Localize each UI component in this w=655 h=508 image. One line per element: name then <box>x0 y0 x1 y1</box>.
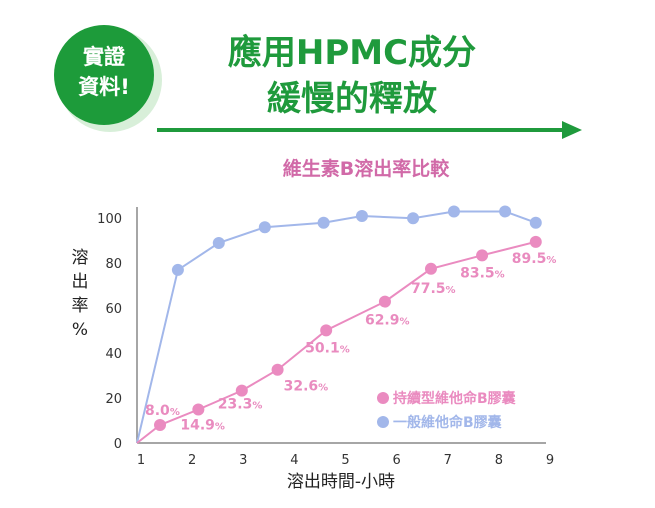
data-point <box>424 262 437 275</box>
x-tick-labels: 1 2 3 4 5 6 7 8 9 <box>137 453 554 468</box>
data-label: 83.5% <box>460 265 505 281</box>
x-tick-label: 7 <box>444 453 452 468</box>
x-tick-label: 3 <box>239 453 247 468</box>
data-point <box>258 221 271 234</box>
data-point <box>235 384 248 397</box>
data-label: 62.9% <box>365 313 410 329</box>
badge-line-1: 實證 <box>83 45 126 69</box>
legend-label-regular: 一般維他命B膠囊 <box>393 414 503 431</box>
series-line <box>136 210 537 444</box>
data-label: 14.9% <box>180 418 225 434</box>
data-point <box>529 235 542 248</box>
y-tick-label: 20 <box>105 392 122 407</box>
y-tick-label: 60 <box>105 302 122 317</box>
legend-label-sustained: 持續型維他命B膠囊 <box>393 390 517 407</box>
headline-line-1: 應用HPMC成分 <box>228 33 476 73</box>
data-point <box>320 324 333 337</box>
data-point <box>476 249 489 262</box>
y-tick-label: 40 <box>105 347 122 362</box>
data-point <box>317 216 330 229</box>
arrow-head-icon <box>562 121 582 139</box>
data-label: 50.1% <box>305 340 350 356</box>
headline-line-2: 緩慢的釋放 <box>267 79 437 119</box>
data-label: 77.5% <box>411 281 456 297</box>
y-tick-label: 0 <box>114 437 122 452</box>
series-regular <box>136 205 542 444</box>
y-tick-label: 100 <box>97 212 122 227</box>
data-label: 8.0% <box>145 403 180 419</box>
series-sustained <box>136 235 542 444</box>
legend-marker-sustained <box>377 392 389 404</box>
x-tick-label: 6 <box>392 453 400 468</box>
data-point <box>355 209 368 222</box>
legend: 持續型維他命B膠囊 一般維他命B膠囊 <box>377 390 517 431</box>
data-point <box>192 403 205 416</box>
y-tick-label: 80 <box>105 257 122 272</box>
data-labels: 8.0%14.9% 23.3% 32.6% 50.1% 62.9%77.5%83.5% 8… <box>145 251 556 434</box>
data-point <box>447 205 460 218</box>
data-point <box>499 205 512 218</box>
data-point <box>171 263 184 276</box>
data-label: 89.5% <box>512 251 557 267</box>
badge-circle <box>54 25 154 125</box>
data-point <box>154 419 167 432</box>
badge-line-2: 資料! <box>78 75 130 99</box>
evidence-badge: 實證 資料! <box>54 25 162 132</box>
y-axis-label-char: 率 <box>72 296 89 316</box>
y-tick-labels: 0 20 40 60 80 100 <box>97 212 122 452</box>
series-layer: 8.0%14.9% 23.3% 32.6% 50.1% 62.9%77.5%83.5% 8… <box>136 205 556 444</box>
data-point <box>529 216 542 229</box>
x-tick-label: 9 <box>546 453 554 468</box>
y-axis-label-char: % <box>72 320 88 340</box>
y-axis-label: 溶出率% <box>72 248 89 340</box>
data-point <box>407 212 420 225</box>
x-tick-label: 8 <box>495 453 503 468</box>
data-label: 32.6% <box>284 379 329 395</box>
x-tick-label: 5 <box>341 453 349 468</box>
series-line <box>136 240 537 444</box>
headline-arrow <box>157 121 582 139</box>
chart-title: 維生素B溶出率比較 <box>283 157 450 180</box>
x-tick-label: 2 <box>188 453 196 468</box>
data-point <box>271 363 284 376</box>
data-point <box>378 295 391 308</box>
x-tick-label: 4 <box>290 453 298 468</box>
legend-marker-regular <box>377 416 389 428</box>
y-axis-label-char: 溶 <box>72 248 89 268</box>
data-label: 23.3% <box>218 397 263 413</box>
x-axis-label: 溶出時間-小時 <box>287 472 395 492</box>
y-axis-label-char: 出 <box>72 272 89 292</box>
x-tick-label: 1 <box>137 453 145 468</box>
data-point <box>212 236 225 249</box>
